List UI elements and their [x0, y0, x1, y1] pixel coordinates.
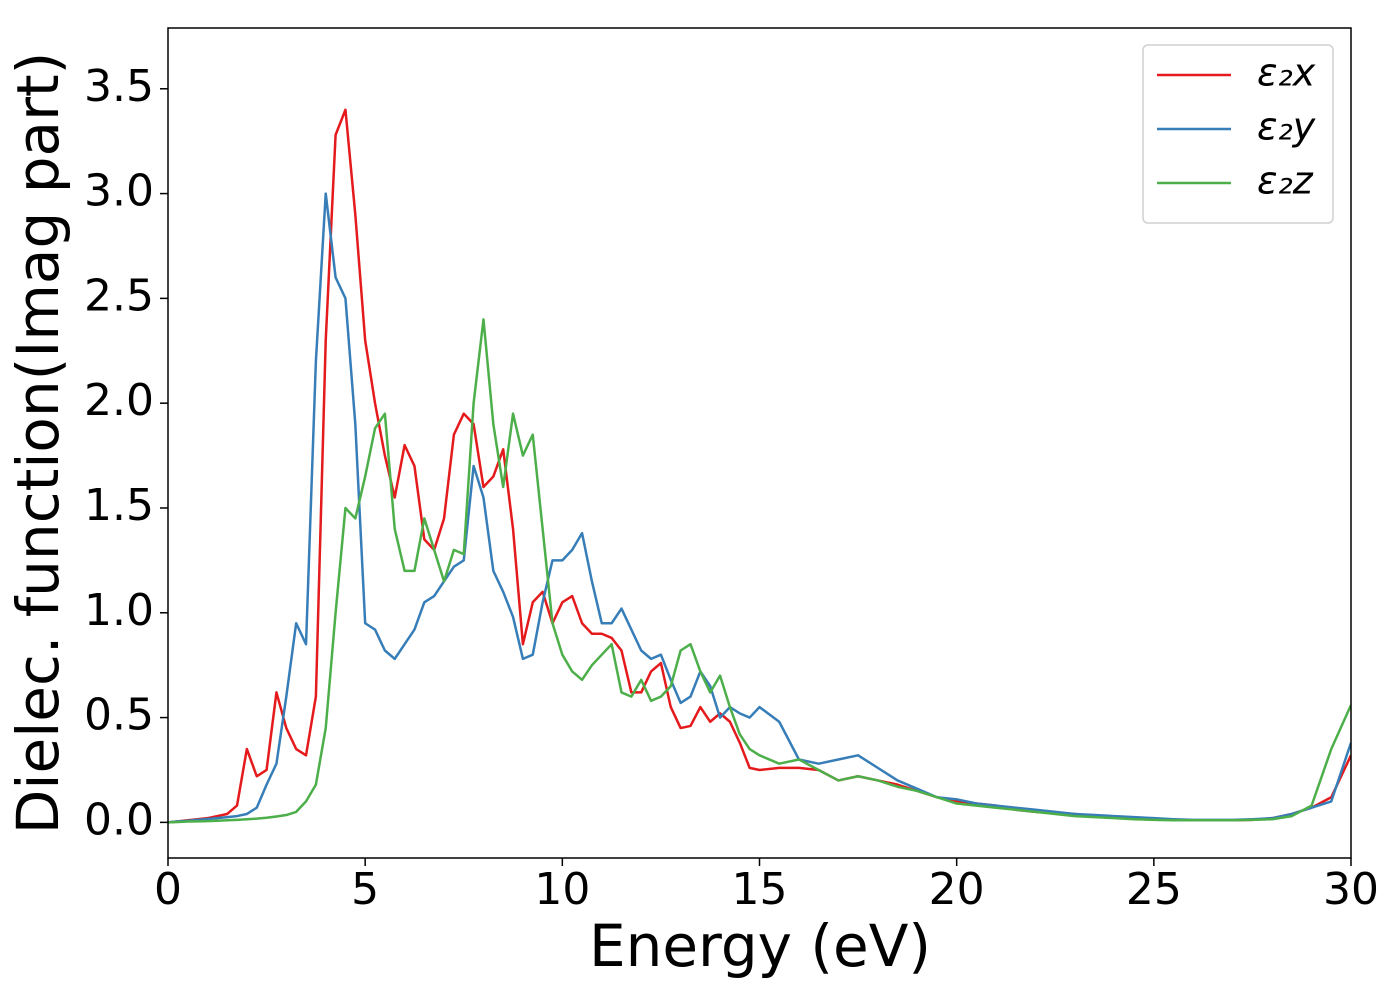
legend-label: ε₂y: [1257, 105, 1316, 149]
y-tick-label: 0.0: [84, 794, 154, 845]
legend-label: ε₂x: [1257, 51, 1316, 95]
y-tick-label: 2.5: [84, 270, 154, 321]
x-axis-label: Energy (eV): [589, 912, 931, 980]
y-tick-label: 3.5: [84, 61, 154, 112]
legend-box: [1142, 44, 1334, 224]
y-tick-label: 0.5: [84, 690, 154, 741]
x-tick-label: 0: [154, 864, 182, 915]
y-tick-label: 3.0: [84, 166, 154, 217]
x-tick-label: 10: [534, 864, 590, 915]
y-axis-label: Dielec. function(Imag part): [4, 52, 72, 835]
x-tick-label: 25: [1126, 864, 1182, 915]
x-tick-label: 30: [1323, 864, 1379, 915]
plot-frame: [167, 27, 1352, 859]
x-tick-label: 20: [929, 864, 985, 915]
y-tick-label: 1.5: [84, 480, 154, 531]
x-tick-label: 15: [732, 864, 788, 915]
x-tick-label: 5: [351, 864, 379, 915]
y-tick-label: 2.0: [84, 375, 154, 426]
series-line: [168, 192, 1351, 824]
series-line: [168, 318, 1351, 824]
legend-label: ε₂z: [1257, 159, 1314, 203]
y-tick-label: 1.0: [84, 585, 154, 636]
